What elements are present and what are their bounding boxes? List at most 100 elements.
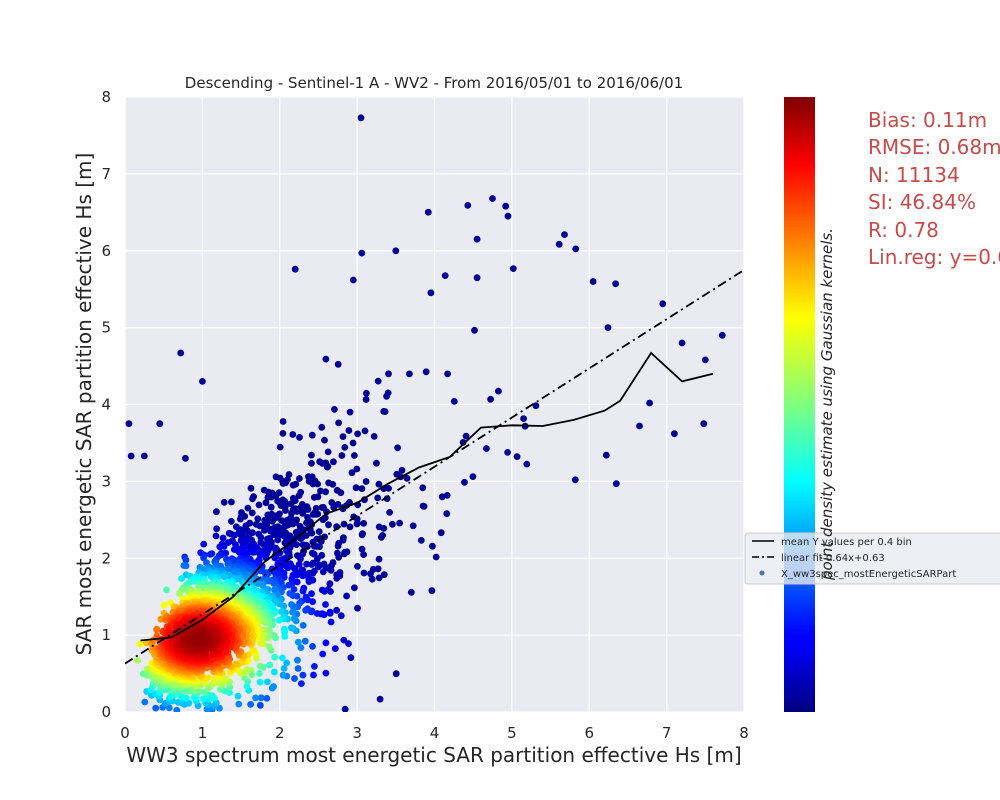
scatter-point [327,618,335,626]
scatter-point [275,616,283,624]
scatter-point [407,588,415,596]
scatter-point [352,484,360,492]
scatter-point [257,694,265,702]
legend-box [744,532,1000,585]
scatter-point [278,608,285,615]
scatter-point [256,670,263,677]
scatter-point [473,274,481,282]
scatter-point [267,503,275,511]
scatter-point [200,540,208,548]
scatter-point [237,515,244,523]
scatter-point [589,278,597,285]
scatter-point [308,451,315,459]
scatter-point [571,476,579,484]
scatter-point [326,610,334,617]
scatter-point [424,208,432,216]
y-tick-label: 6 [101,242,111,260]
legend-fit-label: linear fit 0.64x+0.63 [781,553,885,564]
stat-rmse: RMSE: 0.68m [868,135,1000,159]
scatter-point [248,509,256,517]
scatter-point [502,202,510,210]
x-tick-label: 8 [739,724,749,742]
scatter-point [417,537,425,544]
scatter-point [572,245,580,253]
scatter-point [357,114,365,122]
scatter-point [612,280,619,288]
scatter-point [385,370,392,378]
scatter-point [289,431,297,438]
scatter-point [487,395,494,403]
scatter-point [247,484,255,492]
scatter-point [360,520,368,527]
scatter-point [380,408,388,415]
scatter-point [235,700,243,708]
scatter-point [280,523,288,531]
y-tick-label: 1 [101,626,111,644]
scatter-point [354,604,361,612]
scatter-point [264,494,272,501]
scatter-point [256,701,264,709]
scatter-point [345,640,352,647]
scatter-point [358,531,366,539]
scatter-point [219,534,227,542]
scatter-point [370,433,378,440]
scatter-point [308,590,315,598]
y-tick-label: 0 [101,703,111,721]
scatter-point [321,436,328,444]
y-tick-label: 7 [101,165,111,183]
scatter-point [318,504,326,511]
scatter-point [227,518,235,525]
scatter-point [256,678,264,686]
scatter-point [274,536,282,544]
scatter-point [256,522,264,530]
scatter-point [156,420,164,428]
scatter-point [276,443,284,451]
y-tick-label: 5 [101,319,111,337]
scatter-point [221,573,229,581]
scatter-point [334,360,342,368]
scatter-point [291,675,298,682]
scatter-point [235,666,243,674]
scatter-point [330,504,338,511]
scatter-point [361,427,369,435]
scatter-point [341,705,349,712]
scatter-point [236,549,244,556]
scatter-point [153,626,161,634]
scatter-point [291,265,299,273]
scatter-point [182,556,190,564]
scatter-point [422,368,430,376]
scatter-point [394,444,401,452]
scatter-point [285,581,293,589]
scatter-point [296,434,303,441]
scatter-point [319,460,326,467]
scatter-point [469,473,477,480]
scatter-point [252,694,259,702]
scatter-point [509,265,517,272]
scatter-point [367,570,374,578]
scatter-point [279,671,287,679]
scatter-point [351,584,358,592]
scatter-point [134,657,142,664]
scatter-point [322,488,329,496]
scatter-point [700,420,708,428]
scatter-point [383,392,390,400]
scatter-point [261,527,268,534]
scatter-point [464,202,472,209]
scatter-point [473,235,481,243]
scatter-point [200,554,207,562]
scatter-point [345,427,353,434]
scatter-point [374,494,382,502]
statistics-box: Bias: 0.11m RMSE: 0.68m N: 11134 SI: 46.… [868,108,1000,269]
stat-linreg: Lin.reg: y=0.64x+0.63 [868,245,1000,269]
scatter-point [297,644,305,651]
scatter-point [331,406,338,413]
scatter-point [216,543,224,551]
scatter-point [271,653,279,661]
scatter-point [341,444,349,451]
scatter-point [358,545,366,553]
scatter-point [358,249,366,257]
scatter-point [362,396,370,403]
scatter-point [604,324,612,331]
stat-r: R: 0.78 [868,218,939,242]
scatter-point [392,247,400,255]
